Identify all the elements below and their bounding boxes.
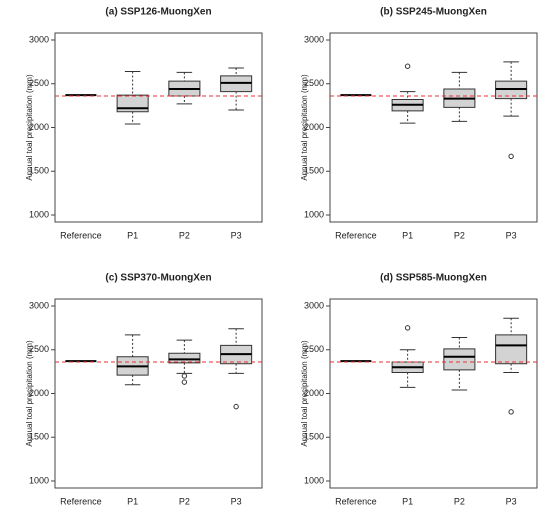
y-tick-label: 2000 — [304, 388, 324, 398]
y-tick-label: 2000 — [29, 388, 49, 398]
x-tick-label: Reference — [335, 496, 377, 506]
plot-frame — [54, 32, 263, 223]
y-axis-label: Annual toal precipitation (mm) — [25, 340, 34, 447]
box — [168, 352, 201, 364]
y-tick-label: 2000 — [29, 122, 49, 132]
x-tick-label: Reference — [60, 496, 102, 506]
panel-title: (b) SSP245-MuongXen — [380, 7, 487, 18]
y-axis-label: Annual toal precipitation (mm) — [25, 74, 34, 181]
x-tick-label: P2 — [454, 496, 465, 506]
x-tick-label: P3 — [231, 230, 242, 240]
box — [443, 348, 476, 371]
panel-title: (d) SSP585-MuongXen — [380, 273, 487, 284]
x-tick-label: P2 — [179, 230, 190, 240]
plot-frame — [329, 32, 538, 223]
x-tick-label: P3 — [506, 230, 517, 240]
y-tick-label: 1500 — [29, 166, 49, 176]
x-tick-label: P2 — [454, 230, 465, 240]
y-tick-label: 3000 — [29, 300, 49, 310]
y-axis-label: Annual toal precipitation (mm) — [300, 74, 309, 181]
y-tick-label: 2500 — [29, 344, 49, 354]
box — [116, 94, 149, 113]
y-tick-label: 1000 — [29, 209, 49, 219]
outlier — [508, 153, 514, 160]
y-tick-label: 3000 — [304, 300, 324, 310]
x-tick-label: P1 — [127, 496, 138, 506]
y-tick-label: 1500 — [304, 166, 324, 176]
y-tick-label: 2500 — [304, 78, 324, 88]
plot-frame — [329, 298, 538, 489]
x-tick-label: P3 — [231, 496, 242, 506]
panel-title: (a) SSP126-MuongXen — [105, 7, 211, 18]
plot-frame — [54, 298, 263, 489]
x-tick-label: P3 — [506, 496, 517, 506]
x-tick-label: P1 — [402, 230, 413, 240]
y-tick-label: 1000 — [29, 475, 49, 485]
outlier — [508, 409, 514, 415]
outlier — [404, 325, 411, 331]
y-tick-label: 2000 — [304, 122, 324, 132]
y-tick-label: 1000 — [304, 209, 324, 219]
outlier — [181, 373, 188, 379]
panel-title: (c) SSP370-MuongXen — [105, 273, 211, 284]
y-tick-label: 2500 — [304, 344, 324, 354]
x-tick-label: P1 — [127, 230, 138, 240]
y-tick-label: 2500 — [29, 78, 49, 88]
y-tick-label: 1500 — [29, 432, 49, 442]
box — [495, 334, 528, 365]
outlier — [233, 403, 239, 410]
x-tick-label: Reference — [335, 230, 377, 240]
y-tick-label: 1000 — [304, 475, 324, 485]
outlier — [181, 379, 188, 385]
y-axis-label: Annual toal precipitation (mm) — [300, 340, 309, 447]
x-tick-label: P1 — [402, 496, 413, 506]
x-tick-label: P2 — [179, 496, 190, 506]
outlier — [404, 63, 411, 69]
y-tick-label: 3000 — [304, 34, 324, 44]
x-tick-label: Reference — [60, 230, 102, 240]
y-tick-label: 3000 — [29, 34, 49, 44]
y-tick-label: 1500 — [304, 432, 324, 442]
